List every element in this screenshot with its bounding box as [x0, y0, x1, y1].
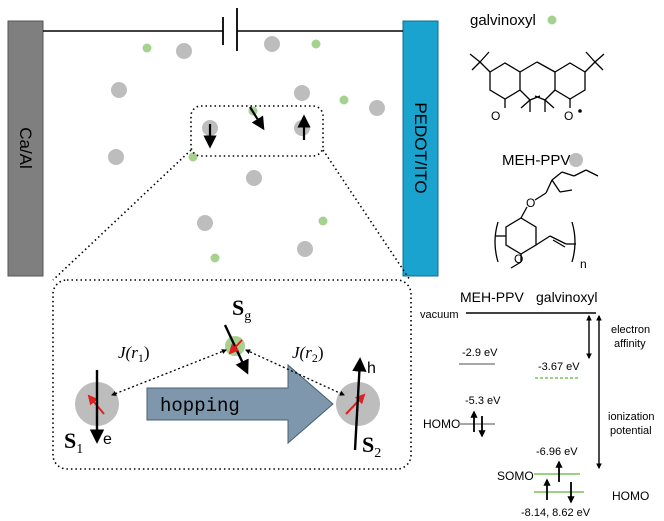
s2-label: S2: [362, 432, 381, 461]
hole-label: h: [367, 360, 376, 377]
galvinoxyl-legend-dot: [547, 15, 557, 25]
electron-label: e: [103, 431, 112, 448]
electron-affinity-label-1: electron: [611, 324, 650, 336]
mehppv-structure: [494, 169, 599, 269]
inset-frame: [52, 279, 412, 470]
mehppv-dot: [294, 120, 310, 136]
j1-label: J(r1): [118, 343, 150, 365]
energy-col-galvinoxyl: galvinoxyl: [536, 289, 597, 305]
electron-affinity-label-2: affinity: [614, 338, 646, 350]
mehppv-dot: [246, 170, 262, 186]
mehppv-dot: [176, 43, 192, 59]
hopping-label: hopping: [160, 395, 240, 417]
galvinoxyl-dot: [318, 216, 328, 226]
device-diagram: Ca/Al PEDOT/ITO: [7, 8, 439, 281]
ionization-label-1: ionization: [608, 411, 654, 423]
galvinoxyl-structure: [469, 51, 605, 112]
cathode-label: Ca/Al: [16, 127, 35, 169]
homo-label-left: HOMO: [423, 417, 460, 431]
homo-mehppv-value: -5.3 eV: [465, 395, 501, 407]
ionization-label-2: potential: [610, 425, 652, 437]
mehppv-dot: [297, 241, 313, 257]
molecule-legend: galvinoxyl O O: [469, 12, 605, 271]
spin-arrow-s2-red: [345, 393, 366, 415]
spin-arrow-diagonal: [249, 106, 265, 131]
cathode-electrode: [7, 20, 44, 277]
mehppv-dot: [197, 215, 213, 231]
energy-col-mehppv: MEH-PPV: [460, 289, 524, 305]
galvinoxyl-dot: [311, 39, 321, 49]
sg-label: Sg: [232, 295, 251, 324]
homo-galvinoxyl-value: -8.14, 8.62 eV: [521, 507, 591, 519]
s1-label: S1: [64, 428, 83, 457]
oxygen-atom-left: O: [491, 109, 500, 123]
homo-label-right: HOMO: [612, 489, 649, 503]
anode-electrode: [402, 20, 439, 277]
radical-dot: [578, 109, 582, 113]
zoom-region: [190, 105, 324, 157]
galvinoxyl-legend-label: galvinoxyl: [470, 12, 536, 29]
energy-diagram: MEH-PPV galvinoxyl vacuum electron affin…: [420, 289, 654, 519]
galvinoxyl-dot: [210, 253, 220, 263]
somo-value: -6.96 eV: [536, 446, 578, 458]
mehppv-oxygen-bottom: O: [514, 252, 523, 266]
galvinoxyl-dot: [188, 152, 198, 162]
somo-label: SOMO: [497, 469, 534, 483]
mehppv-dot: [369, 100, 385, 116]
zoom-projection-left: [52, 149, 192, 281]
lumo-mehppv-value: -2.9 eV: [462, 347, 498, 359]
mehppv-dot: [111, 82, 127, 98]
mehppv-dot: [264, 36, 280, 52]
galvinoxyl-dot: [142, 43, 152, 53]
polymer-subscript: n: [580, 257, 587, 271]
oxygen-atom-right: O: [564, 109, 573, 123]
hopping-inset: hopping Sg S1 e h S2 J(r1) J(r2): [52, 279, 412, 470]
mehppv-molecules: [108, 36, 385, 257]
anode-label: PEDOT/ITO: [411, 102, 430, 193]
zoom-projection-right: [322, 149, 411, 281]
mehppv-dot: [294, 85, 310, 101]
galvinoxyl-molecules: [142, 39, 349, 263]
lumo-galvinoxyl-value: -3.67 eV: [538, 361, 580, 373]
galvinoxyl-dot: [339, 95, 349, 105]
mehppv-oxygen-top: O: [526, 196, 535, 210]
hole-arrow-s2: [352, 357, 367, 451]
vacuum-label: vacuum: [420, 309, 459, 321]
mehppv-dot: [108, 149, 124, 165]
mehppv-legend-dot: [569, 153, 583, 167]
mehppv-legend-label: MEH-PPV: [502, 152, 570, 169]
j2-label: J(r2): [292, 343, 324, 365]
spin-arrow-sg-red: [228, 339, 243, 355]
